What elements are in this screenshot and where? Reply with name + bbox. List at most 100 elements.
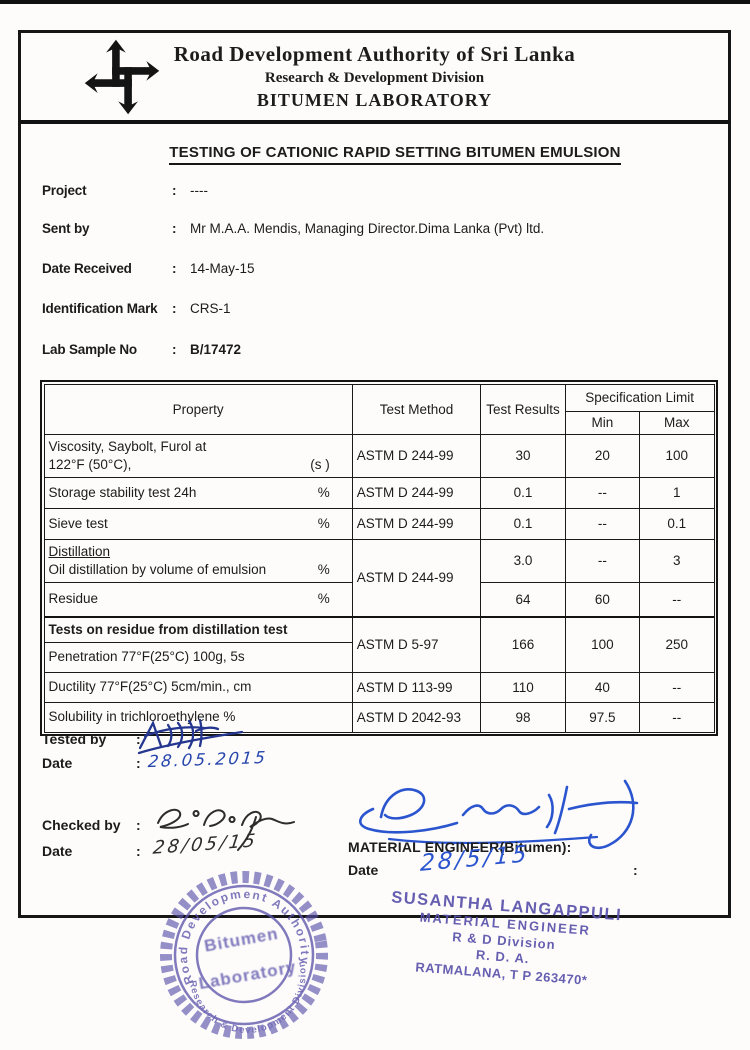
scan-edge-line xyxy=(0,0,750,4)
stamp-serrated-edge xyxy=(160,871,328,1039)
sieve-min: -- xyxy=(564,507,641,540)
ductility-method: ASTM D 113-99 xyxy=(351,671,482,703)
engineer-date-row: Date xyxy=(348,862,378,878)
checked-by-label: Checked by xyxy=(42,817,121,833)
residue-unit: % xyxy=(317,591,330,606)
checked-by-signature xyxy=(157,808,295,851)
residue-section-label: Tests on residue from distillation test xyxy=(48,621,288,637)
tested-by-label: Tested by xyxy=(42,731,107,747)
sent-by-value: Mr M.A.A. Mendis, Managing Director.Dima… xyxy=(190,221,545,236)
lab-sample-no-value: B/17472 xyxy=(190,342,242,357)
table-row-penetration: Penetration 77°F(25°C) 100g, 5s xyxy=(43,641,714,673)
checked-date-row: Date: xyxy=(42,843,141,859)
distillation-unit: % xyxy=(317,561,330,577)
viscosity-method: ASTM D 244-99 xyxy=(351,433,482,478)
date-received-label: Date Received xyxy=(42,261,132,276)
tested-by-signature xyxy=(137,718,244,755)
storage-max: 1 xyxy=(639,476,715,509)
solubility-method: ASTM D 2042-93 xyxy=(351,701,482,733)
sieve-max: 0.1 xyxy=(639,507,715,540)
sieve-property: Sieve test% xyxy=(43,507,353,540)
distillation-max: 3 xyxy=(639,538,715,583)
stamp-center-line2: Laboratory xyxy=(197,957,298,993)
ductility-max: -- xyxy=(639,671,715,703)
residue-label: Residue xyxy=(48,591,99,606)
meta-row-project: Project: ---- xyxy=(42,183,208,198)
project-label: Project xyxy=(42,183,87,198)
colon: : xyxy=(136,731,141,747)
table-row-storage: Storage stability test 24h% ASTM D 244-9… xyxy=(43,476,715,509)
penetration-result: 166 xyxy=(480,615,566,673)
meta-row-identification-mark: Identification Mark: CRS-1 xyxy=(42,301,231,316)
tested-date-row: Date: xyxy=(42,755,141,771)
colon: : xyxy=(136,755,141,771)
penetration-method: ASTM D 5-97 xyxy=(351,615,482,673)
identification-mark-label: Identification Mark xyxy=(42,301,158,316)
material-engineer-signature xyxy=(359,779,639,850)
colon: : xyxy=(136,843,141,859)
storage-method: ASTM D 244-99 xyxy=(351,476,482,509)
solubility-min: 97.5 xyxy=(564,701,641,733)
penetration-min: 100 xyxy=(564,615,641,673)
identification-mark-value: CRS-1 xyxy=(190,301,231,316)
penetration-property: Penetration 77°F(25°C) 100g, 5s xyxy=(43,641,353,673)
viscosity-line2: 122°F (50°C), xyxy=(48,456,132,472)
results-table-wrap: Property Test Method Test Results Specif… xyxy=(40,380,718,736)
col-header-property: Property xyxy=(43,383,353,435)
viscosity-line1: Viscosity, Saybolt, Furol at xyxy=(48,438,207,454)
viscosity-min: 20 xyxy=(564,433,641,478)
col-header-max: Max xyxy=(639,410,715,435)
viscosity-result: 30 xyxy=(480,433,566,478)
checked-date-label: Date xyxy=(42,843,73,859)
storage-result: 0.1 xyxy=(480,476,566,509)
storage-property: Storage stability test 24h% xyxy=(43,476,353,509)
sent-by-label: Sent by xyxy=(42,221,90,236)
distillation-method: ASTM D 244-99 xyxy=(351,538,482,617)
distillation-label: Oil distillation by volume of emulsion xyxy=(48,561,267,577)
tested-by-row: Tested by: xyxy=(42,731,141,747)
project-value: ---- xyxy=(190,183,208,198)
ductility-label: Ductility 77°F(25°C) 5cm/min., cm xyxy=(48,679,252,694)
viscosity-unit: (s ) xyxy=(310,456,330,472)
checked-by-row: Checked by: xyxy=(42,817,141,833)
date-received-value: 14-May-15 xyxy=(190,261,255,276)
laboratory-round-stamp: Road Development Authority Research & De… xyxy=(160,871,328,1046)
sieve-label: Sieve test xyxy=(48,515,108,531)
residue-section-label-cell: Tests on residue from distillation test xyxy=(43,615,353,643)
distillation-result: 3.0 xyxy=(480,538,566,583)
table-row-sieve: Sieve test% ASTM D 244-99 0.1 -- 0.1 xyxy=(43,507,715,540)
penetration-max: 250 xyxy=(639,615,715,673)
solubility-max: -- xyxy=(639,701,715,733)
colon: : xyxy=(136,817,141,833)
table-row-distillation: Distillation Oil distillation by volume … xyxy=(43,538,715,617)
engineer-date-colon: : xyxy=(633,862,638,878)
meta-row-date-received: Date Received:14-May-15 xyxy=(42,261,255,276)
org-name: Road Development Authority of Sri Lanka xyxy=(173,42,576,66)
colon: : xyxy=(172,183,177,198)
sieve-method: ASTM D 244-99 xyxy=(351,507,482,540)
table-row-ductility: Ductility 77°F(25°C) 5cm/min., cm ASTM D… xyxy=(43,671,715,703)
storage-unit: % xyxy=(317,484,330,500)
engineer-date-label: Date xyxy=(348,862,379,878)
header-box: Road Development Authority of Sri Lanka … xyxy=(18,30,731,124)
storage-min: -- xyxy=(564,476,641,509)
ductility-result: 110 xyxy=(480,671,566,703)
residue-max: -- xyxy=(639,581,715,617)
col-header-min: Min xyxy=(564,410,641,435)
stamp-center-line1: Bitumen xyxy=(203,924,280,956)
rda-logo-icon xyxy=(84,39,160,115)
table-row-residue-section: Tests on residue from distillation test … xyxy=(43,615,715,673)
residue-min: 60 xyxy=(564,581,641,617)
tested-date-label: Date xyxy=(42,755,73,771)
col-header-test-results: Test Results xyxy=(480,383,566,435)
meta-row-lab-sample-no: Lab Sample No: B/17472 xyxy=(42,342,241,357)
colon: : xyxy=(172,261,177,276)
sieve-unit: % xyxy=(317,515,330,531)
col-header-specification-limit: Specification Limit xyxy=(564,383,715,412)
ductility-property: Ductility 77°F(25°C) 5cm/min., cm xyxy=(43,671,353,703)
colon: : xyxy=(172,301,177,316)
report-title-text: TESTING OF CATIONIC RAPID SETTING BITUME… xyxy=(169,144,621,165)
col-header-test-method: Test Method xyxy=(351,383,482,435)
residue-property: Residue% xyxy=(43,581,353,617)
